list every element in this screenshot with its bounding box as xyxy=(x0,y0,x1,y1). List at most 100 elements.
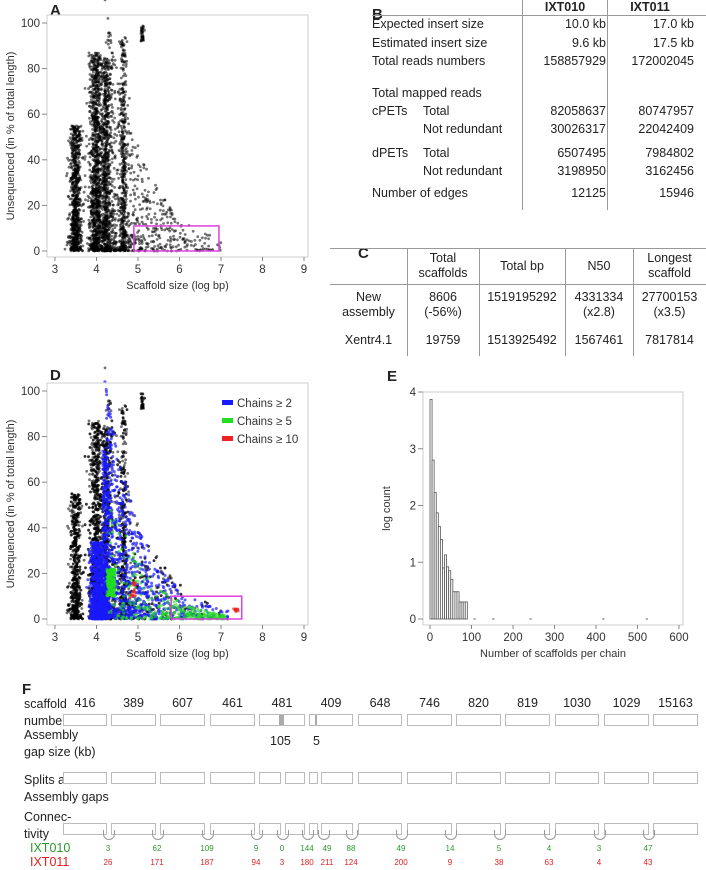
scatter-point xyxy=(143,188,147,192)
scatter-point xyxy=(90,246,94,250)
scatter-point xyxy=(78,177,82,181)
scatter-point xyxy=(99,83,102,87)
scatter-point xyxy=(162,209,165,213)
scatter-point xyxy=(124,165,128,169)
scatter-point xyxy=(77,156,81,159)
scatter-point xyxy=(109,110,113,114)
scatter-point xyxy=(101,135,105,138)
scatter-point xyxy=(68,197,72,201)
scatter-point xyxy=(104,145,108,148)
scatter-point xyxy=(163,228,167,232)
scatter-point xyxy=(107,180,111,184)
scatter-point xyxy=(96,80,100,84)
scatter-point xyxy=(83,158,87,161)
y-tick-label: 0 xyxy=(34,246,40,258)
scatter-point xyxy=(203,242,207,245)
scatter-point xyxy=(165,243,169,246)
scatter-point xyxy=(113,89,117,93)
scatter-point xyxy=(78,132,81,136)
scatter-point xyxy=(97,224,101,228)
scatter-point xyxy=(111,218,115,222)
scatter-point xyxy=(185,238,189,242)
scatter-point xyxy=(123,156,126,160)
scatter-point xyxy=(139,208,142,211)
scatter-point xyxy=(155,186,159,190)
scatter-point xyxy=(103,248,107,252)
scatter-point xyxy=(120,407,124,410)
scatter-point xyxy=(105,204,109,208)
scatter-point xyxy=(94,72,98,76)
scatter-point xyxy=(68,136,72,140)
scatter-point xyxy=(110,212,113,216)
scatter-point xyxy=(118,172,122,176)
scatter-point xyxy=(98,126,101,130)
scatter-point xyxy=(73,152,77,156)
scatter-point xyxy=(108,183,112,186)
scatter-point xyxy=(124,241,128,245)
scatter-point xyxy=(150,247,153,250)
scatter-point xyxy=(93,229,96,233)
scatter-point xyxy=(103,109,107,113)
scatter-point xyxy=(108,46,111,50)
scatter-point xyxy=(126,150,129,153)
scatter-point xyxy=(200,244,204,248)
scatter-point xyxy=(120,170,124,174)
scatter-point xyxy=(141,234,145,237)
scatter-point xyxy=(77,209,81,212)
scatter-point xyxy=(119,107,123,110)
scatter-point xyxy=(106,173,110,177)
scatter-point xyxy=(112,223,116,227)
scatter-point xyxy=(75,194,78,198)
scatter-point xyxy=(90,181,93,185)
scatter-point xyxy=(123,143,127,147)
scatter-point xyxy=(97,197,101,200)
scatter-point xyxy=(147,212,151,216)
scatter-point xyxy=(98,210,102,214)
scatter-point xyxy=(94,227,97,231)
scatter-point xyxy=(88,155,92,159)
scatter-point xyxy=(102,180,106,184)
scatter-point xyxy=(104,102,107,106)
scatter-point xyxy=(90,191,94,195)
scatter-point xyxy=(100,114,104,118)
scatter-point xyxy=(118,184,122,188)
scatter-point xyxy=(96,60,100,64)
scatter-point xyxy=(65,172,69,175)
scatter-point xyxy=(107,39,111,42)
scatter-point xyxy=(93,149,97,153)
scatter-point xyxy=(98,136,101,140)
scatter-point xyxy=(98,130,102,134)
scatter-point xyxy=(110,103,113,107)
scatter-point xyxy=(113,226,117,230)
scatter-point xyxy=(98,101,101,105)
scatter-point xyxy=(123,120,127,124)
scatter-point xyxy=(171,245,175,249)
y-tick-label: 80 xyxy=(27,64,40,76)
scatter-point xyxy=(161,247,164,251)
scatter-point xyxy=(89,215,93,219)
scatter-point xyxy=(137,163,140,167)
scatter-point xyxy=(156,202,159,206)
scatter-point xyxy=(92,211,95,215)
scatter-point xyxy=(120,112,124,115)
scatter-point xyxy=(152,240,155,243)
scatter-point xyxy=(120,88,124,91)
scatter-point xyxy=(103,214,107,218)
scatter-point xyxy=(123,215,127,219)
scatter-point xyxy=(147,234,151,238)
scatter-point xyxy=(88,473,91,476)
scatter-point xyxy=(117,248,121,252)
scatter-point xyxy=(111,119,114,122)
scatter-point xyxy=(100,88,103,92)
scatter-point xyxy=(121,173,125,177)
scatter-point xyxy=(132,213,135,217)
scatter-point xyxy=(107,199,110,203)
scatter-point xyxy=(121,91,124,95)
scatter-point xyxy=(90,205,94,209)
scatter-point xyxy=(108,133,112,137)
scatter-point xyxy=(102,130,106,134)
scatter-point xyxy=(131,188,135,192)
scatter-point xyxy=(65,243,69,247)
scatter-point xyxy=(92,159,96,162)
